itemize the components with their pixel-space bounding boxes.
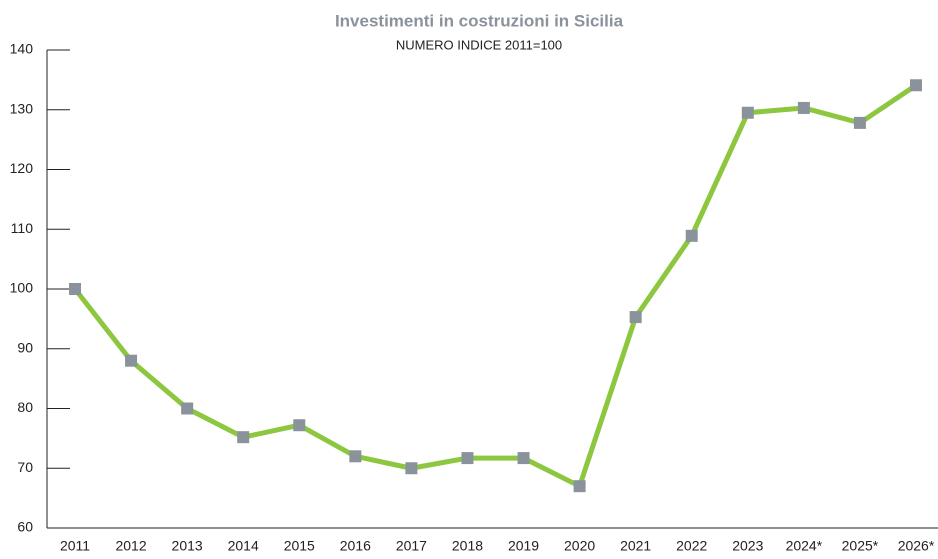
marker — [461, 452, 474, 465]
chart-subtitle: NUMERO INDICE 2011=100 — [396, 37, 562, 52]
x-tick-label: 2011 — [60, 538, 90, 554]
marker — [237, 431, 250, 444]
y-tick-label: 100 — [10, 280, 34, 296]
marker — [853, 116, 866, 129]
marker — [797, 101, 810, 114]
x-tick-label: 2025* — [842, 538, 879, 554]
y-tick-label: 70 — [17, 459, 33, 475]
x-tick-label: 2019 — [508, 538, 539, 554]
y-tick-label: 140 — [10, 41, 34, 57]
x-tick-label: 2015 — [284, 538, 315, 554]
marker — [293, 419, 306, 432]
x-tick-label: 2014 — [228, 538, 259, 554]
x-tick-label: 2023 — [732, 538, 763, 554]
y-tick-label: 120 — [10, 160, 34, 176]
x-tick-label: 2024* — [786, 538, 823, 554]
y-tick-label: 110 — [11, 220, 34, 236]
y-tick-label: 80 — [17, 399, 33, 415]
y-tick-label: 60 — [17, 519, 33, 535]
marker — [910, 79, 922, 92]
x-tick-label: 2013 — [172, 538, 203, 554]
x-tick-label: 2026* — [898, 538, 935, 554]
marker — [349, 450, 362, 463]
chart-title: Investimenti in costruzioni in Sicilia — [335, 11, 624, 30]
marker — [573, 480, 586, 493]
marker — [405, 462, 418, 475]
x-tick-label: 2020 — [564, 538, 595, 554]
y-tick-label: 130 — [10, 100, 34, 116]
marker — [69, 283, 81, 295]
marker — [741, 106, 754, 119]
x-tick-label: 2012 — [115, 538, 146, 554]
marker — [125, 354, 138, 367]
x-tick-label: 2017 — [396, 538, 427, 554]
x-tick-label: 2022 — [676, 538, 707, 554]
marker — [629, 311, 642, 324]
marker — [181, 402, 194, 415]
data-line — [73, 83, 918, 489]
x-tick-label: 2018 — [452, 538, 483, 554]
marker — [685, 229, 698, 242]
x-tick-label: 2016 — [340, 538, 371, 554]
y-tick-label: 90 — [17, 339, 33, 355]
marker — [517, 452, 530, 465]
x-tick-label: 2021 — [620, 538, 651, 554]
